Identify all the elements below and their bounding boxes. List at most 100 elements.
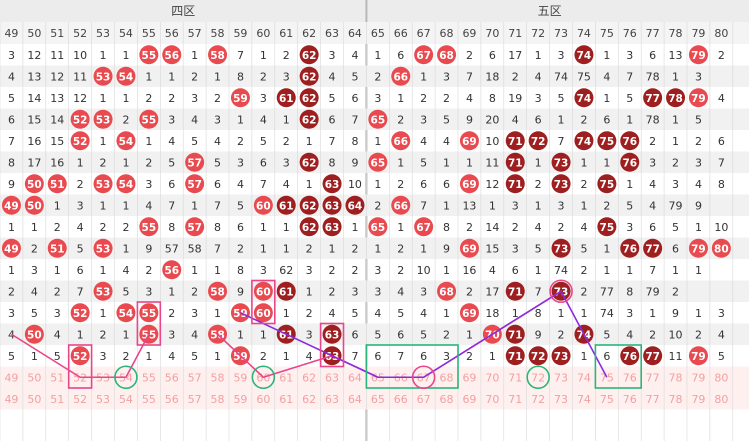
cell-value: 1 (122, 49, 129, 62)
cell-value: 57 (188, 393, 202, 406)
ball (185, 174, 205, 194)
cell-value: 2 (649, 328, 656, 341)
cell-value: 1 (626, 178, 633, 191)
ball-number: 55 (142, 114, 157, 126)
cell-value: 2 (260, 70, 267, 83)
ball-number: 76 (622, 243, 637, 255)
ball (528, 131, 548, 151)
ball (574, 45, 594, 65)
column-header-63: 63 (325, 27, 339, 40)
cell-value: 10 (485, 135, 499, 148)
cell-value: 7 (260, 178, 267, 191)
cell-value: 2 (54, 285, 61, 298)
ball (70, 109, 90, 129)
cell-value: 3 (718, 307, 725, 320)
ball (459, 131, 479, 151)
cell-value: 70 (485, 393, 499, 406)
ball (70, 303, 90, 323)
ball-number: 54 (119, 71, 134, 83)
ball (620, 152, 640, 172)
cell-value: 8 (8, 156, 15, 169)
cell-value: 2 (397, 178, 404, 191)
ball (1, 238, 21, 258)
cell-value: 5 (420, 328, 427, 341)
cell-value: 5 (260, 135, 267, 148)
trend-line-purple (240, 290, 608, 379)
cell-value: 17 (508, 49, 522, 62)
ball (551, 346, 571, 366)
cell-value: 5 (672, 221, 679, 234)
cell-value: 3 (100, 350, 107, 363)
ball (253, 303, 273, 323)
cell-value: 2 (672, 285, 679, 298)
ball (322, 324, 342, 344)
cell-value: 2 (558, 328, 565, 341)
ball (185, 217, 205, 237)
cell-value: 6 (603, 113, 610, 126)
cell-value: 3 (283, 70, 290, 83)
ball-number: 61 (279, 93, 294, 105)
ball-number: 73 (554, 351, 569, 363)
cell-value: 20 (485, 113, 499, 126)
ball-number: 59 (233, 93, 248, 105)
column-header-52: 52 (73, 27, 87, 40)
column-header-55: 55 (142, 27, 156, 40)
ball (299, 152, 319, 172)
cell-value: 9 (443, 242, 450, 255)
ball-number: 54 (119, 136, 134, 148)
cell-value: 1 (77, 156, 84, 169)
cell-value: 2 (374, 199, 381, 212)
ball-number: 77 (645, 351, 660, 363)
cell-value: 4 (603, 70, 610, 83)
ball (253, 195, 273, 215)
cell-value: 1 (122, 328, 129, 341)
ball (368, 109, 388, 129)
column-header-70: 70 (485, 27, 499, 40)
cell-value: 4 (77, 221, 84, 234)
cell-value: 5 (54, 350, 61, 363)
cell-value: 8 (443, 221, 450, 234)
ball-number: 78 (668, 93, 683, 105)
ball-number: 66 (393, 71, 408, 83)
cell-value: 2 (237, 135, 244, 148)
cell-value: 2 (535, 178, 542, 191)
column-header-71: 71 (508, 27, 522, 40)
cell-value: 3 (329, 49, 336, 62)
cell-value: 16 (462, 264, 476, 277)
cell-value: 5 (626, 92, 633, 105)
cell-value: 62 (279, 264, 293, 277)
column-header-62: 62 (302, 27, 316, 40)
cell-value: 3 (626, 49, 633, 62)
cell-value: 11 (73, 70, 87, 83)
ball (688, 45, 708, 65)
cell-value: 74 (554, 264, 568, 277)
cell-value: 3 (191, 307, 198, 320)
cell-value: 8 (168, 221, 175, 234)
cell-value: 5 (351, 70, 358, 83)
ball (437, 45, 457, 65)
cell-value: 61 (279, 393, 293, 406)
cell-value: 1 (512, 307, 519, 320)
ball-number: 62 (302, 200, 317, 212)
cell-value: 6 (237, 221, 244, 234)
ball-number: 62 (302, 50, 317, 62)
cell-value: 4 (535, 70, 542, 83)
cell-value: 5 (535, 242, 542, 255)
cell-value: 1 (489, 350, 496, 363)
cell-value: 9 (8, 178, 15, 191)
cell-value: 10 (714, 221, 728, 234)
cell-value: 6 (535, 113, 542, 126)
cell-value: 62 (302, 371, 316, 384)
cell-value: 1 (672, 264, 679, 277)
cell-value: 1 (558, 113, 565, 126)
zone-label: 五区 (538, 4, 562, 18)
cell-value: 1 (100, 199, 107, 212)
cell-value: 3 (77, 199, 84, 212)
cell-value: 79 (646, 285, 660, 298)
ball-number: 58 (210, 286, 225, 298)
cell-value: 8 (237, 70, 244, 83)
cell-value: 7 (558, 135, 565, 148)
column-header-80: 80 (714, 27, 728, 40)
ball (643, 88, 663, 108)
cell-value: 9 (672, 307, 679, 320)
